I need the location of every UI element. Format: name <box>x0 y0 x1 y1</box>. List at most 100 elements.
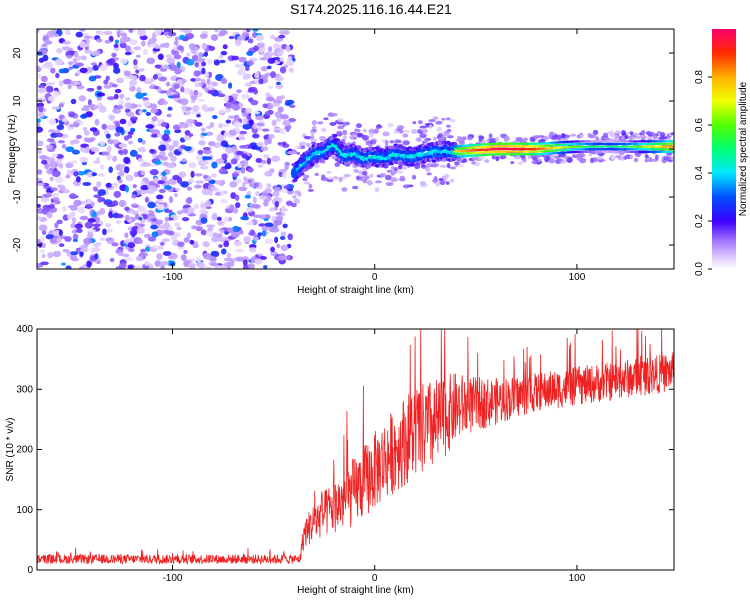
spectrogram-cell <box>147 201 156 209</box>
spectrogram-cell <box>75 119 82 124</box>
spectrogram-cell <box>230 93 239 98</box>
spectrogram-cell <box>220 140 229 148</box>
spectrogram-cell <box>178 171 187 178</box>
y-tick-label: -20 <box>12 237 23 252</box>
spectrogram-cell <box>374 186 380 193</box>
spectrogram-cell <box>282 223 288 229</box>
spectrogram-cell <box>155 219 164 225</box>
spectrogram-cell <box>523 137 529 141</box>
spectrogram-cell <box>151 116 158 122</box>
spectrogram-cell <box>79 156 89 163</box>
spectrogram-cell <box>239 145 248 149</box>
spectrogram-cell <box>426 172 432 176</box>
spectrogram-cell <box>124 166 130 174</box>
spectrogram-cell <box>133 59 138 66</box>
spectrogram-cell <box>284 102 292 106</box>
spectrogram-cell <box>178 123 186 128</box>
spectrogram-cell <box>144 261 151 266</box>
spectrogram-cell <box>135 54 141 58</box>
spectrogram-cell <box>261 225 269 232</box>
spectrogram-cell <box>223 216 230 222</box>
spectrogram-cell <box>211 213 218 221</box>
spectrogram-cell <box>274 200 280 208</box>
spectrogram-cell <box>105 182 112 188</box>
spectrogram-cell <box>263 217 269 222</box>
spectrogram-cell <box>156 194 164 200</box>
spectrogram-cell <box>246 190 252 196</box>
spectrogram-cell <box>194 62 199 68</box>
spectrogram-cell <box>96 157 101 165</box>
spectrogram-cell <box>128 29 133 33</box>
spectrogram-cell <box>287 233 293 241</box>
spectrogram-cell <box>97 189 106 196</box>
spectrogram-cell <box>243 176 248 182</box>
x-tick-label: 0 <box>372 272 378 283</box>
spectrogram-cell <box>185 58 195 66</box>
spectrogram-cell <box>550 136 558 140</box>
spectrogram-cell <box>446 124 451 128</box>
spectrogram-cell <box>169 252 178 260</box>
spectrogram-cell <box>62 189 70 194</box>
spectrogram-cell <box>237 68 246 76</box>
spectrogram-cell <box>101 123 107 130</box>
spectrogram-cell <box>306 142 311 148</box>
spectrogram-cell <box>577 152 585 158</box>
spectrogram-cell <box>273 127 282 131</box>
spectrogram-cell <box>495 136 500 143</box>
spectrogram-cell <box>173 83 180 89</box>
spectrogram-cell <box>72 139 80 144</box>
spectrogram-cell <box>341 187 348 192</box>
spectrogram-cell <box>282 171 287 179</box>
spectrogram-cell <box>47 251 54 259</box>
spectrogram-cell <box>488 133 493 139</box>
spectrogram-cell <box>58 103 64 108</box>
spectrogram-cell <box>105 133 111 139</box>
spectrogram-cell <box>119 58 128 65</box>
spectrogram-cell <box>49 238 58 243</box>
spectrogram-cell <box>210 34 219 41</box>
spectrogram-cell <box>247 179 252 183</box>
spectrogram-cell <box>158 144 167 152</box>
spectrogram-cell <box>118 149 123 155</box>
spectrogram-cell <box>152 74 159 80</box>
spectrogram-cell <box>358 173 363 178</box>
spectrogram-cell <box>230 231 240 238</box>
spectrogram-cell <box>51 153 58 158</box>
spectrogram-cell <box>164 216 169 222</box>
spectrogram-cell <box>181 208 189 214</box>
spectrogram-cell <box>39 236 45 243</box>
spectrogram-cell <box>37 118 41 123</box>
spectrogram-cell <box>402 184 410 189</box>
spectrogram-cell <box>104 30 113 36</box>
spectrogram-cell <box>202 252 212 260</box>
spectrogram-cell <box>191 225 198 230</box>
spectrogram-cell <box>232 104 240 111</box>
spectrogram-cell <box>597 152 605 157</box>
spectrogram-cell <box>135 69 140 74</box>
spectrogram-cell <box>297 191 302 197</box>
spectrogram-cell <box>491 154 496 160</box>
spectrogram-cell <box>432 116 439 120</box>
spectrogram-cell <box>428 124 433 129</box>
spectrogram-cell <box>143 209 150 215</box>
spectrogram-cell <box>119 164 127 169</box>
spectrogram-cell <box>589 157 594 164</box>
spectrogram-cell <box>295 145 302 150</box>
spectrogram-cell <box>267 57 276 64</box>
spectrogram-cell <box>283 64 288 69</box>
spectrogram-cell <box>254 71 260 79</box>
spectrogram-cell <box>285 45 291 53</box>
spectrogram-cell <box>208 141 216 147</box>
spectrogram-cell <box>224 165 232 169</box>
spectrogram-cell <box>94 118 100 126</box>
spectrogram-cell <box>435 120 443 125</box>
spectrogram-cell <box>246 60 255 66</box>
spectrogram-cell <box>226 227 234 234</box>
spectrogram-cell <box>633 157 639 163</box>
spectrogram-cell <box>262 103 269 109</box>
spectrogram-cell <box>220 248 227 255</box>
spectrogram-cell <box>206 58 213 65</box>
spectrogram-cell <box>211 114 218 120</box>
spectrogram-cell <box>218 109 226 114</box>
spectrogram-cell <box>253 236 259 242</box>
